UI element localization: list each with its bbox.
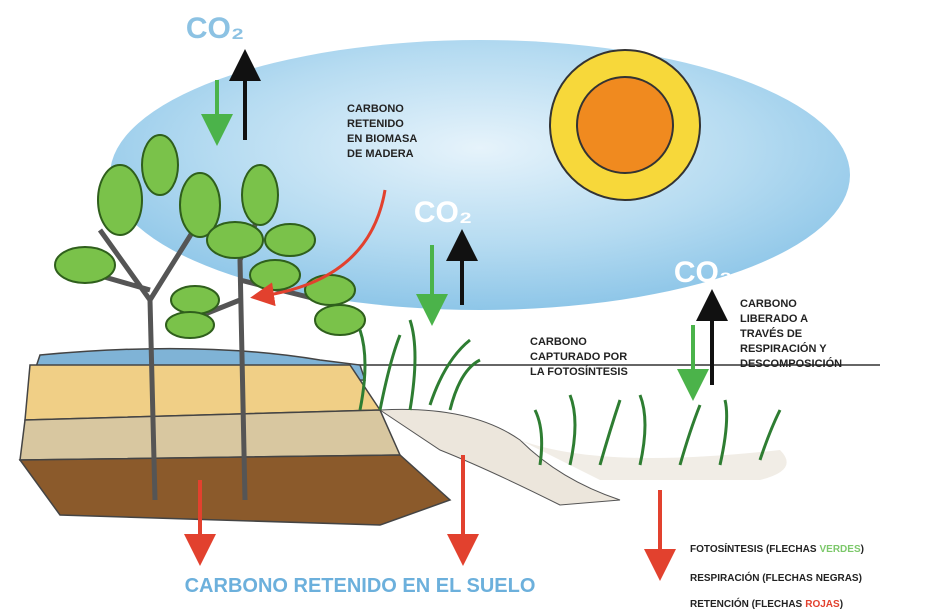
co2-label: CO₂ [674,256,732,289]
annotation: EN BIOMASA [347,133,417,145]
legend-color-word: ROJAS [805,599,840,610]
annotation: RESPIRACIÓN Y [740,342,827,355]
annotation: CAPTURADO POR [530,351,627,363]
legend-color-word: NEGRAS [816,573,859,584]
legend-text: ) [861,544,864,555]
sun [550,50,700,200]
co2-label: CO₂ [186,12,244,45]
annotation: CARBONO [530,336,587,348]
annotation: RETENIDO [347,118,404,130]
diagram: CO₂ CO₂ CO₂ CARBONO RETENIDO EN BIOMASA … [0,0,950,613]
legend-text: FOTOSÍNTESIS (FLECHAS [690,542,817,555]
annotation: CARBONO [347,103,404,115]
legend-text: RESPIRACIÓN (FLECHAS [690,571,813,584]
sky [110,40,850,310]
annotation: LIBERADO A [740,313,808,325]
page: CO₂ CO₂ CO₂ CARBONO RETENIDO EN BIOMASA … [0,0,950,613]
legend-color-word: VERDES [820,544,861,555]
legend-text: RETENCIÓN (FLECHAS [690,597,803,610]
annotation: LA FOTOSÍNTESIS [530,365,628,378]
legend-text: ) [859,573,862,584]
soil-label: CARBONO RETENIDO EN EL SUELO [185,575,536,597]
annotation: DESCOMPOSICIÓN [740,357,842,370]
soil [20,349,450,525]
annotation: CARBONO [740,298,797,310]
annotation: DE MADERA [347,148,414,160]
annotation: TRAVÉS DE [740,327,802,340]
co2-label: CO₂ [414,196,472,229]
legend-text: ) [840,599,843,610]
